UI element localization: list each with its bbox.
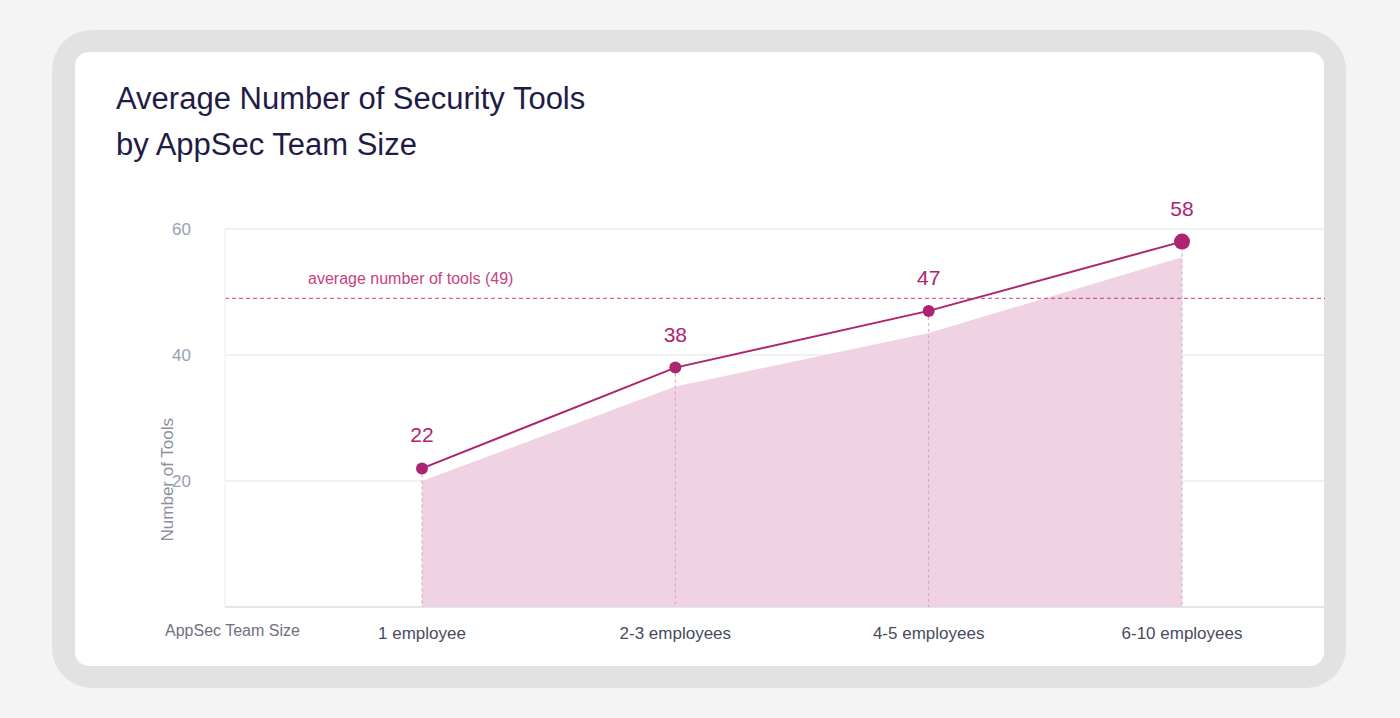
- svg-text:47: 47: [917, 266, 940, 289]
- svg-text:Number of Tools: Number of Tools: [158, 418, 177, 541]
- svg-text:average number of tools (49): average number of tools (49): [308, 270, 513, 287]
- svg-text:2-3 employees: 2-3 employees: [620, 624, 732, 643]
- svg-text:1 employee: 1 employee: [378, 624, 466, 643]
- svg-text:58: 58: [1170, 197, 1193, 220]
- svg-text:38: 38: [664, 323, 687, 346]
- svg-text:20: 20: [172, 472, 191, 491]
- html-text:AppSec Team Size: AppSec Team Size: [165, 622, 300, 639]
- svg-text:6-10 employees: 6-10 employees: [1122, 624, 1243, 643]
- svg-text:22: 22: [410, 423, 433, 446]
- svg-text:4-5 employees: 4-5 employees: [873, 624, 985, 643]
- svg-text:40: 40: [172, 346, 191, 365]
- html-text:Average Number of Security Too: Average Number of Security Tools by AppS…: [116, 81, 586, 162]
- svg-text:60: 60: [172, 220, 191, 239]
